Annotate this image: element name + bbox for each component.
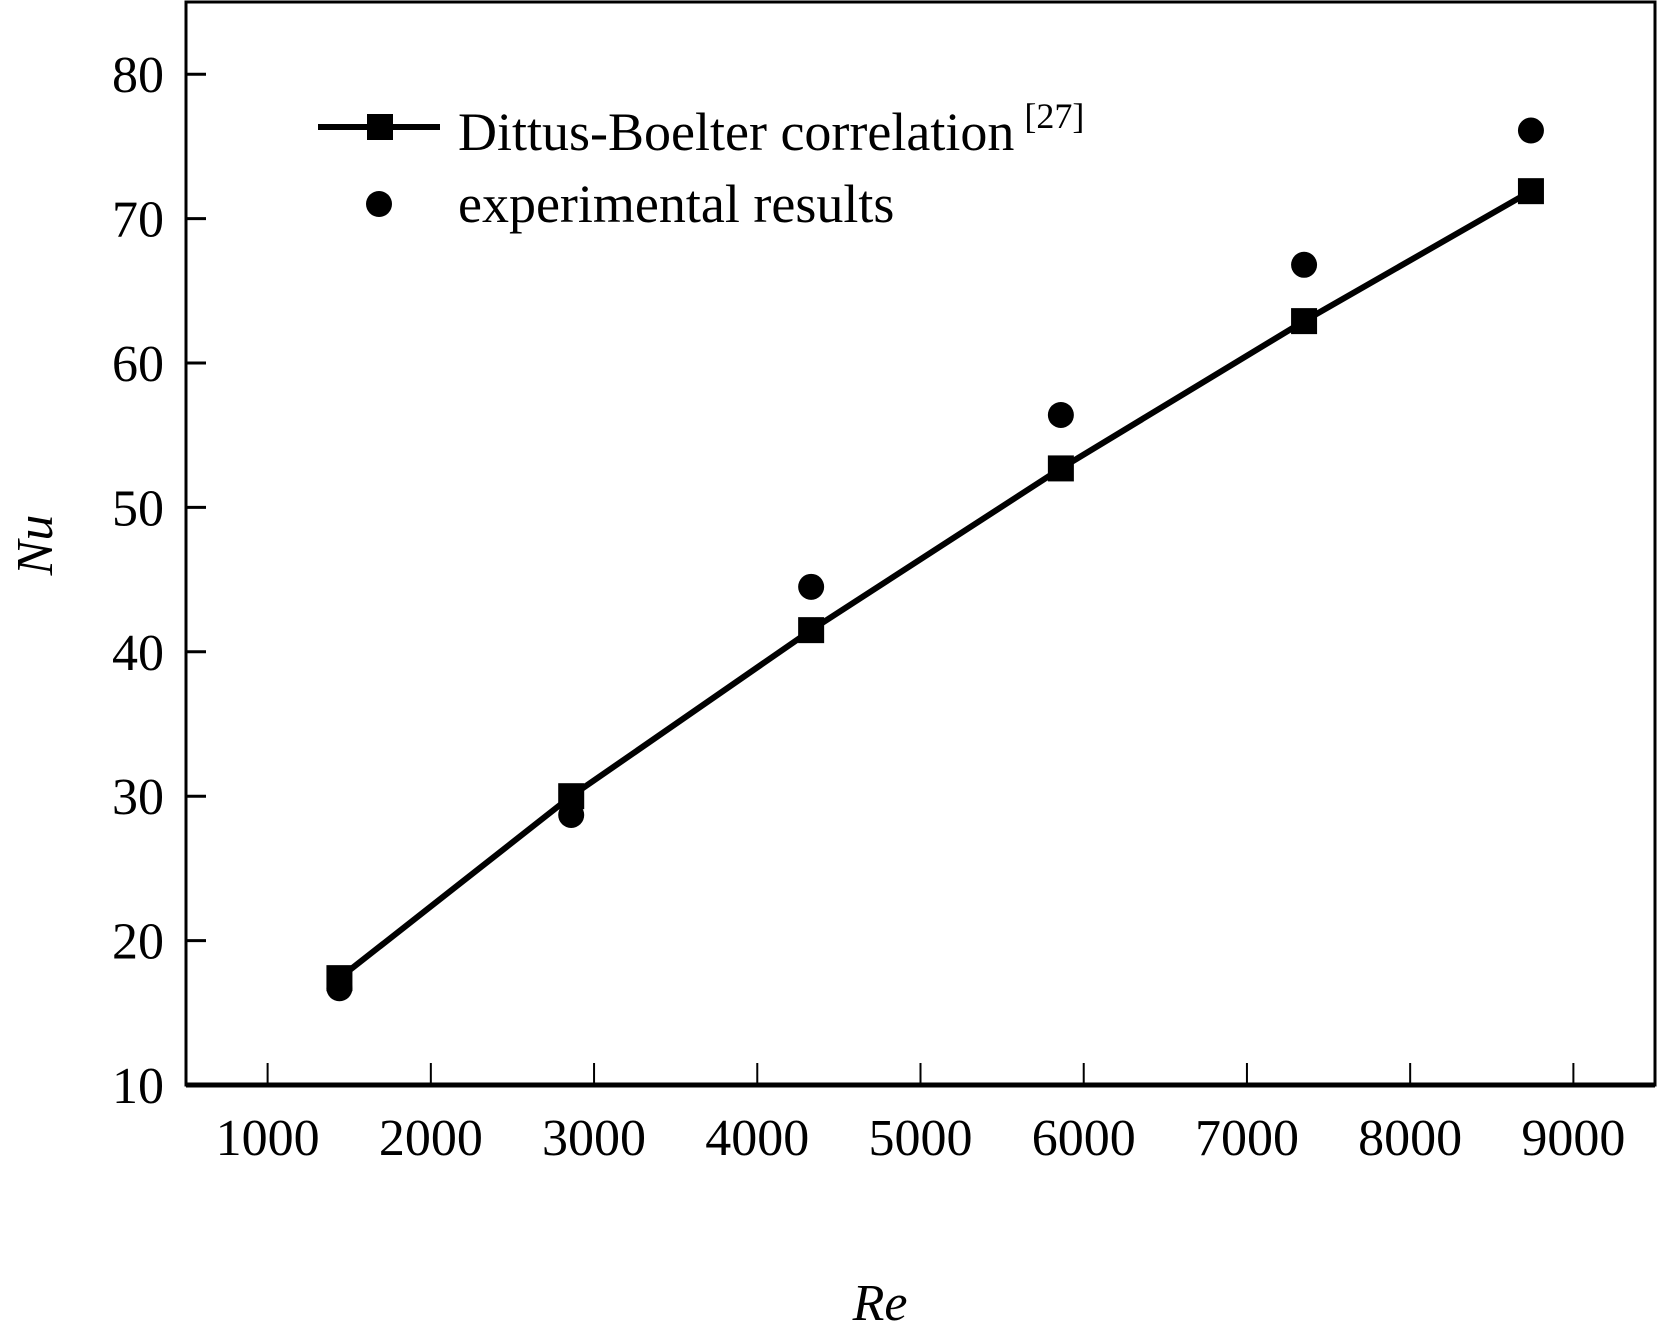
y-tick-label: 20 <box>112 914 164 971</box>
y-tick-label: 30 <box>112 769 164 826</box>
experimental-point <box>1517 117 1544 144</box>
legend-circle-marker <box>366 191 392 217</box>
plot-area: 1000 2000 3000 4000 5000 6000 7000 8000 9000 10 20… <box>112 0 1657 1167</box>
legend-square-marker <box>367 114 393 140</box>
legend: Dittus-Boelter correlation [27] experimen… <box>318 96 1084 234</box>
y-axis-label: Nu <box>7 515 64 577</box>
experimental-point <box>1047 401 1074 428</box>
experimental-point <box>1291 251 1318 278</box>
x-tick-label: 8000 <box>1358 1110 1462 1167</box>
experimental-point <box>326 975 353 1002</box>
y-tick-label: 50 <box>112 480 164 537</box>
y-tick-label: 60 <box>112 336 164 393</box>
correlation-point <box>1047 455 1074 482</box>
x-tick-label: 1000 <box>216 1110 320 1167</box>
legend-label-experimental: experimental results <box>458 174 894 234</box>
y-tick-label: 80 <box>112 47 164 104</box>
x-tick-label: 7000 <box>1195 1110 1299 1167</box>
x-tick-label: 5000 <box>869 1110 973 1167</box>
experimental-point <box>558 801 585 828</box>
x-tick-label: 6000 <box>1032 1110 1136 1167</box>
legend-citation: [27] <box>1024 96 1084 136</box>
y-tick-label: 70 <box>112 192 164 249</box>
x-tick-label: 9000 <box>1521 1110 1625 1167</box>
x-tick-label: 4000 <box>705 1110 809 1167</box>
x-tick-label: 2000 <box>379 1110 483 1167</box>
correlation-point <box>798 617 825 644</box>
experimental-point <box>798 573 825 600</box>
y-tick-label: 40 <box>112 625 164 682</box>
correlation-point <box>1291 308 1318 335</box>
legend-label-correlation: Dittus-Boelter correlation [27] <box>458 96 1084 162</box>
x-axis-label: Re <box>852 1275 908 1329</box>
y-tick-label: 10 <box>112 1058 164 1115</box>
x-tick-label: 3000 <box>542 1110 646 1167</box>
correlation-line <box>337 188 1533 981</box>
correlation-point <box>1517 178 1544 205</box>
